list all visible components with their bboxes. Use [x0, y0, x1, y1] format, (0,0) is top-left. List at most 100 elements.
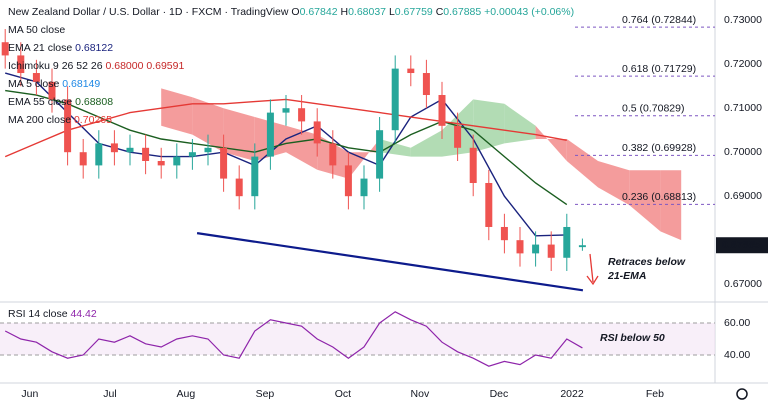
ohlc-value: 0.67885	[443, 6, 481, 18]
cloud-segment	[629, 170, 661, 232]
candle-body	[391, 68, 399, 131]
candle-body	[500, 226, 508, 241]
legend-entry: EMA 55 close 0.68808	[8, 96, 113, 108]
ma-line	[5, 89, 568, 206]
ohlc-key: L	[389, 6, 395, 18]
ohlc-key: H	[340, 6, 348, 18]
cloud-segment	[192, 97, 224, 153]
candle-body	[282, 108, 290, 113]
rsi-legend: RSI 14 close 44.42	[8, 308, 97, 320]
candle-body	[454, 125, 462, 148]
annotation: 21-EMA	[607, 270, 647, 282]
candle-body	[1, 42, 9, 56]
rsi-annotation: RSI below 50	[600, 332, 665, 344]
y-tick-label: 0.73000	[724, 14, 762, 26]
x-tick-label: Aug	[177, 388, 196, 400]
cloud-segment	[410, 130, 442, 157]
legend-entry: MA 5 close 0.68149	[8, 78, 100, 90]
legend-value: 0.68122	[75, 42, 113, 54]
candle-body	[422, 73, 430, 96]
price-tag	[716, 237, 768, 254]
cloud-segment	[598, 160, 630, 205]
main-panel	[1, 26, 715, 292]
cloud-segment	[161, 88, 193, 135]
candle-body	[95, 143, 103, 166]
candle-body	[532, 244, 540, 254]
y-tick-label: 0.69000	[724, 190, 762, 202]
y-tick-label: 0.67000	[724, 278, 762, 290]
trendline	[196, 232, 584, 292]
legend-entry: EMA 21 close 0.68122	[8, 42, 113, 54]
y-tick-label: 0.72000	[724, 58, 762, 70]
candle-body	[298, 108, 306, 122]
legend-value: 0.68000	[105, 60, 143, 72]
fib-label: 0.382 (0.69928)	[622, 142, 696, 154]
candle-body	[563, 226, 571, 258]
candle-body	[376, 130, 384, 179]
candle-body	[48, 81, 56, 100]
y-tick-label: 0.70000	[724, 146, 762, 158]
candle-body	[126, 147, 134, 153]
candle-body	[17, 55, 25, 74]
change-pct: (+0.06%)	[531, 6, 574, 18]
candle-body	[329, 143, 337, 166]
candle-body	[438, 95, 446, 126]
legend-label: MA 5 close	[8, 78, 60, 90]
candle-body	[64, 99, 72, 153]
legend-value: 0.69591	[146, 60, 184, 72]
rsi-tick-label: 60.00	[724, 317, 750, 329]
x-tick-label: Jul	[103, 388, 116, 400]
arrow	[589, 253, 594, 283]
candle-body	[204, 147, 212, 153]
ohlc-key: O	[291, 6, 299, 18]
candle-body	[407, 68, 415, 74]
cloud-segment	[566, 139, 598, 188]
change: +0.00043	[484, 6, 528, 18]
arrow-head	[586, 275, 599, 286]
candle-body	[110, 143, 118, 153]
candle-body	[79, 152, 87, 166]
candle-body	[251, 156, 259, 197]
legend-label: MA 200 close	[8, 114, 71, 126]
fib-label: 0.764 (0.72844)	[622, 14, 696, 26]
candle-body	[220, 147, 228, 179]
fib-label: 0.5 (0.70829)	[622, 103, 684, 115]
legend-entry: MA 50 close	[8, 24, 65, 36]
x-tick-label: Jun	[21, 388, 38, 400]
ohlc-value: 0.68037	[348, 6, 386, 18]
rsi-band	[0, 323, 715, 355]
cloud-segment	[660, 170, 682, 241]
legend-entry: MA 200 close 0.70265	[8, 114, 112, 126]
candle-body	[157, 160, 165, 166]
y-tick-label: 0.71000	[724, 102, 762, 114]
candle-body	[547, 244, 555, 258]
rsi-line	[4, 311, 583, 367]
ohlc-value: 0.67759	[395, 6, 433, 18]
x-tick-label: Dec	[490, 388, 509, 400]
candle-body	[516, 240, 524, 254]
legend-label: Ichimoku 9 26 52 26	[8, 60, 103, 72]
candle-body	[469, 147, 477, 183]
price-tag-label: 0.67885	[722, 239, 760, 251]
x-tick-label: Oct	[335, 388, 351, 400]
rsi-label: RSI 14 close	[8, 308, 68, 320]
settings-icon[interactable]	[736, 388, 748, 400]
legend-value: 0.70265	[74, 114, 112, 126]
overlay: New Zealand Dollar / U.S. Dollar · 1D · …	[8, 6, 768, 400]
ohlc-value: 0.67842	[300, 6, 338, 18]
candle-body	[32, 73, 40, 82]
legend-label: EMA 55 close	[8, 96, 72, 108]
header: New Zealand Dollar / U.S. Dollar · 1D · …	[8, 6, 574, 18]
fib-label: 0.618 (0.71729)	[622, 63, 696, 75]
candle-body	[485, 182, 493, 227]
legend-value: 0.68149	[62, 78, 100, 90]
candle-body	[188, 152, 196, 157]
cloud-segment	[223, 108, 255, 161]
cloud-segment	[473, 99, 505, 153]
annotation: Retraces below	[608, 256, 686, 268]
candle-body	[235, 178, 243, 197]
candle-body	[142, 147, 150, 161]
rsi-tick-label: 40.00	[724, 349, 750, 361]
cloud-segment	[535, 125, 567, 161]
